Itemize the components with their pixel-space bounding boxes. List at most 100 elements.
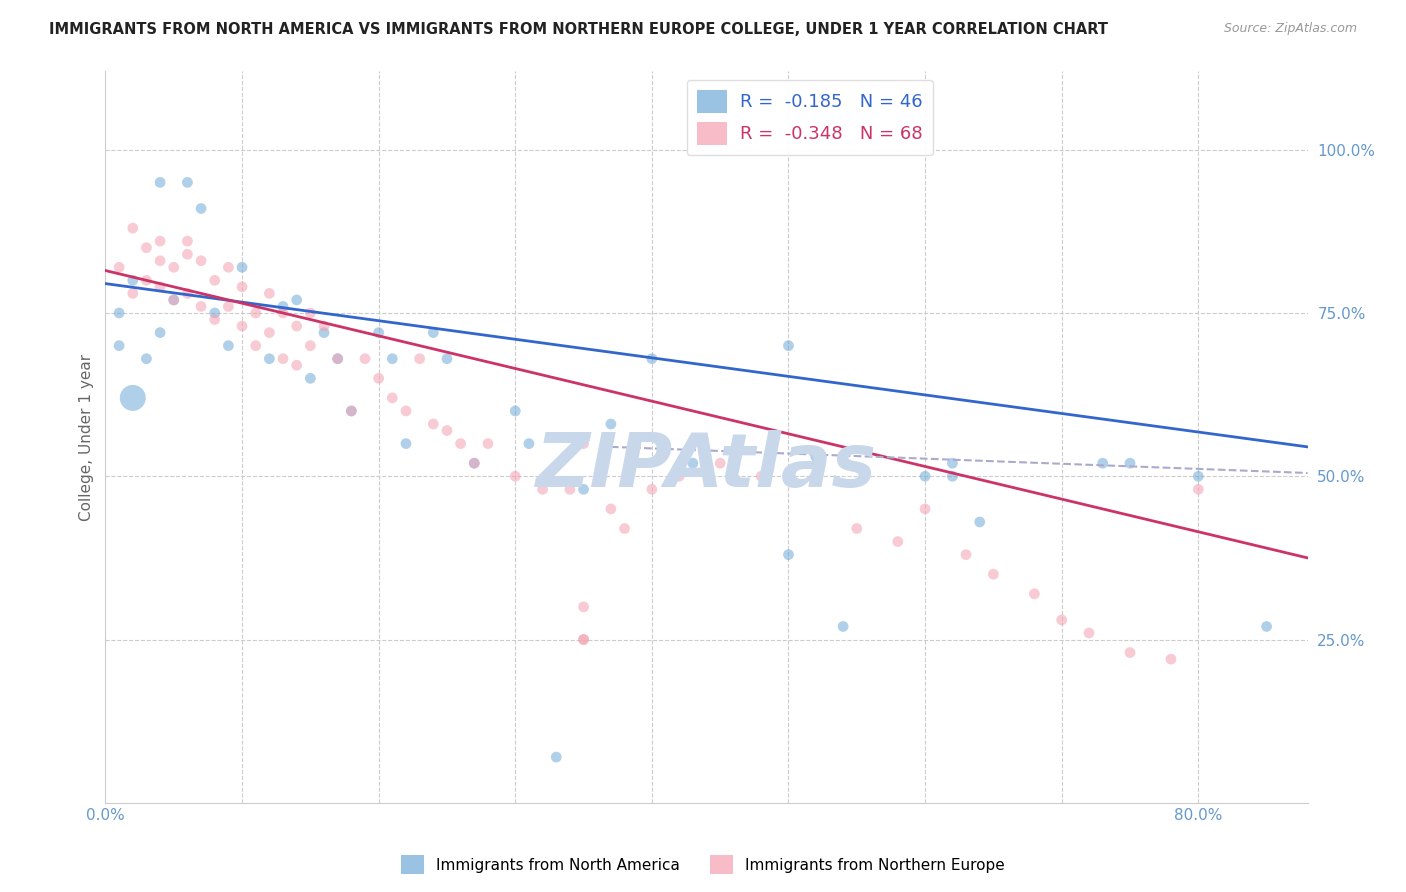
Point <box>1187 483 1209 497</box>
Point <box>572 483 595 497</box>
Point <box>149 234 172 248</box>
Point <box>599 502 621 516</box>
Y-axis label: College, Under 1 year: College, Under 1 year <box>79 353 94 521</box>
Point <box>914 502 936 516</box>
Point <box>121 286 143 301</box>
Point <box>558 483 581 497</box>
Point <box>463 456 485 470</box>
Point <box>312 319 335 334</box>
Point <box>503 404 526 418</box>
Point <box>367 326 389 340</box>
Point <box>572 632 595 647</box>
Point <box>204 312 226 326</box>
Point <box>204 273 226 287</box>
Point <box>149 280 172 294</box>
Point <box>259 351 281 366</box>
Point <box>599 417 621 431</box>
Point <box>245 306 267 320</box>
Point <box>395 404 418 418</box>
Point <box>326 351 349 366</box>
Point <box>941 469 963 483</box>
Point <box>408 351 430 366</box>
Point <box>422 417 444 431</box>
Point <box>477 436 499 450</box>
Point <box>285 319 308 334</box>
Point <box>204 306 226 320</box>
Point <box>914 469 936 483</box>
Point <box>778 339 800 353</box>
Point <box>190 300 212 314</box>
Point <box>135 351 157 366</box>
Point <box>163 260 186 275</box>
Point <box>245 339 267 353</box>
Point <box>450 436 472 450</box>
Point <box>271 300 294 314</box>
Point <box>231 260 253 275</box>
Point <box>299 339 322 353</box>
Point <box>778 548 800 562</box>
Point <box>1091 456 1114 470</box>
Text: ZIPAtlas: ZIPAtlas <box>536 430 877 503</box>
Point <box>1024 587 1046 601</box>
Point <box>163 293 186 307</box>
Point <box>149 175 172 189</box>
Point <box>176 286 198 301</box>
Text: IMMIGRANTS FROM NORTH AMERICA VS IMMIGRANTS FROM NORTHERN EUROPE COLLEGE, UNDER : IMMIGRANTS FROM NORTH AMERICA VS IMMIGRA… <box>49 22 1108 37</box>
Point <box>299 306 322 320</box>
Point <box>531 483 554 497</box>
Point <box>176 175 198 189</box>
Point <box>108 339 131 353</box>
Point <box>613 521 636 535</box>
Point <box>340 404 363 418</box>
Point <box>517 436 540 450</box>
Point <box>217 300 239 314</box>
Point <box>149 253 172 268</box>
Point <box>463 456 485 470</box>
Point <box>709 456 731 470</box>
Point <box>381 351 404 366</box>
Point <box>1119 646 1142 660</box>
Point <box>259 326 281 340</box>
Point <box>395 436 418 450</box>
Point <box>1050 613 1073 627</box>
Point <box>1187 469 1209 483</box>
Point <box>1256 619 1278 633</box>
Point <box>381 391 404 405</box>
Point <box>804 450 827 464</box>
Point <box>845 521 868 535</box>
Point <box>121 273 143 287</box>
Point <box>422 326 444 340</box>
Point <box>668 469 690 483</box>
Point <box>271 306 294 320</box>
Point <box>163 293 186 307</box>
Point <box>259 286 281 301</box>
Point <box>983 567 1005 582</box>
Point <box>749 469 772 483</box>
Point <box>326 351 349 366</box>
Point <box>1078 626 1101 640</box>
Legend: Immigrants from North America, Immigrants from Northern Europe: Immigrants from North America, Immigrant… <box>395 849 1011 880</box>
Text: Source: ZipAtlas.com: Source: ZipAtlas.com <box>1223 22 1357 36</box>
Point <box>832 619 855 633</box>
Point <box>312 326 335 340</box>
Point <box>121 221 143 235</box>
Point <box>340 404 363 418</box>
Point <box>641 351 664 366</box>
Point <box>135 273 157 287</box>
Point <box>108 260 131 275</box>
Point <box>285 358 308 372</box>
Point <box>682 456 704 470</box>
Point <box>176 247 198 261</box>
Point <box>285 293 308 307</box>
Point <box>969 515 991 529</box>
Point <box>217 339 239 353</box>
Point <box>436 351 458 366</box>
Point <box>546 750 568 764</box>
Point <box>271 351 294 366</box>
Point <box>354 351 377 366</box>
Point <box>217 260 239 275</box>
Point <box>135 241 157 255</box>
Point <box>190 253 212 268</box>
Point <box>299 371 322 385</box>
Point <box>149 326 172 340</box>
